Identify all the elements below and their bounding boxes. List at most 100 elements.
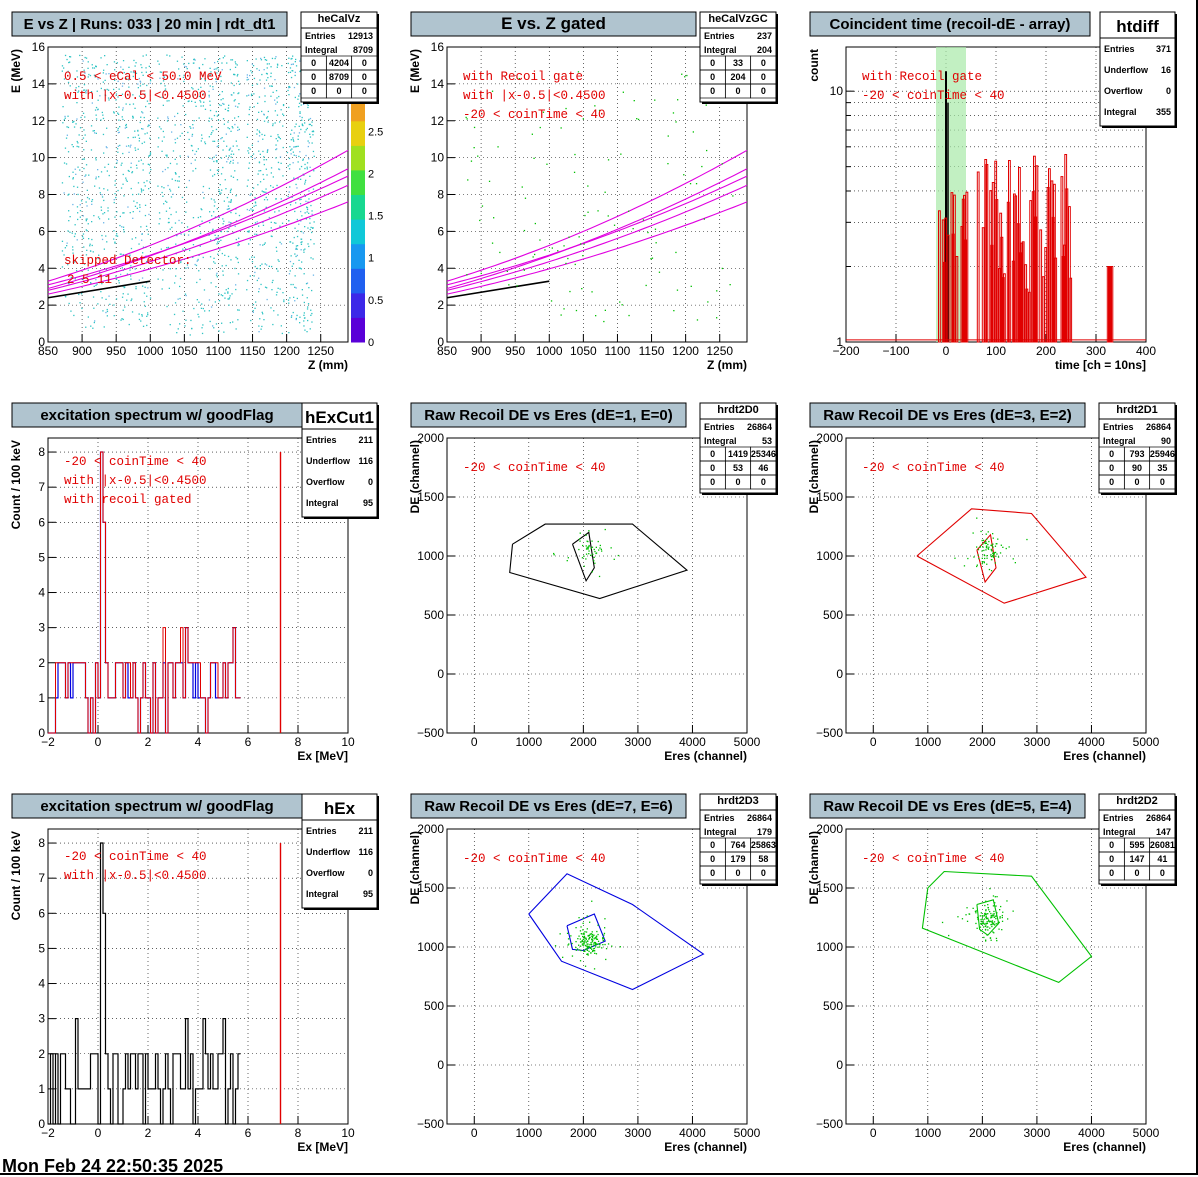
data-point	[481, 205, 484, 207]
heatmap-cell	[289, 86, 291, 88]
title-box	[410, 11, 697, 37]
heatmap-cell	[116, 235, 119, 237]
heatmap-cell	[283, 300, 285, 303]
data-point	[585, 534, 587, 536]
data-point	[587, 935, 589, 937]
heatmap-cell	[228, 155, 230, 157]
histogram-pad[interactable]: 0 1000 2000 3000 4000 5000 −500 0 500 1000 1500 200…	[399, 782, 798, 1173]
heatmap-cell	[227, 127, 229, 129]
histogram-pad[interactable]: 0 1000 2000 3000 4000 5000 −500 0 500 1000 1500 200…	[399, 391, 798, 782]
data-point	[586, 915, 588, 917]
heatmap-cell	[97, 99, 99, 101]
heatmap-cell	[62, 122, 64, 124]
histogram-bar	[1039, 229, 1043, 343]
heatmap-cell	[88, 73, 90, 76]
heatmap-cell	[311, 121, 313, 123]
heatmap-cell	[123, 229, 125, 231]
heatmap-cell	[258, 150, 260, 152]
histogram-pad[interactable]: 0 1000 2000 3000 4000 5000 −500 0 500 1000 1500 200…	[798, 391, 1197, 782]
heatmap-cell	[146, 180, 148, 182]
heatmap-cell	[230, 130, 232, 132]
heatmap-cell	[289, 163, 291, 166]
heatmap-cell	[192, 244, 195, 246]
histogram-pad[interactable]: −2 0 2 4 6 8 10 0 1 2 3 4 5 6 7 8 Ex [MeV] Count / 100 ke…	[0, 391, 399, 782]
heatmap-cell	[130, 144, 132, 146]
heatmap-cell	[106, 147, 108, 149]
data-point	[976, 517, 978, 519]
heatmap-cell	[203, 197, 205, 199]
heatmap-cell	[115, 275, 117, 277]
x-tick-label: 4000	[679, 735, 706, 749]
data-point	[588, 544, 590, 547]
heatmap-cell	[221, 137, 223, 139]
plot-content	[846, 47, 1146, 343]
heatmap-cell	[76, 140, 78, 143]
grid	[47, 46, 348, 343]
z-tick-label: 1	[368, 253, 374, 265]
heatmap-cell	[142, 189, 145, 191]
heatmap-cell	[301, 215, 303, 217]
y-tick-label: 1	[38, 691, 45, 705]
data-point	[588, 546, 590, 548]
heatmap-cell	[145, 54, 147, 56]
heatmap-cell	[126, 299, 128, 301]
histogram-pad[interactable]: −2 0 2 4 6 8 10 0 1 2 3 4 5 6 7 8 Ex [MeV] Count / 100 ke…	[0, 782, 399, 1173]
heatmap-cell	[132, 211, 134, 213]
heatmap-cell	[235, 256, 237, 258]
data-point	[607, 159, 610, 161]
heatmap-cell	[78, 134, 80, 136]
data-point	[566, 560, 568, 562]
heatmap-cell	[188, 179, 190, 182]
heatmap-cell	[311, 130, 313, 133]
palette-swatch	[351, 243, 365, 269]
z-tick-label: 2.5	[368, 126, 383, 138]
heatmap-cell	[287, 299, 290, 301]
heatmap-cell	[268, 216, 270, 219]
heatmap-cell	[259, 265, 261, 267]
heatmap-cell	[86, 230, 88, 232]
heatmap-cell	[102, 114, 104, 116]
heatmap-cell	[299, 151, 301, 153]
y-axis-label: Count / 100 keV	[9, 440, 23, 529]
data-point	[689, 183, 692, 185]
heatmap-cell	[90, 91, 93, 93]
histogram-pad[interactable]: 850 900 950 1000 1050 1100 1150 1200 1250 0 2 4 6 8 10…	[399, 0, 798, 391]
histogram-pad[interactable]: 0 1000 2000 3000 4000 5000 −500 0 500 1000 1500 200…	[798, 782, 1197, 1173]
heatmap-cell	[247, 179, 249, 181]
heatmap-cell	[303, 301, 305, 304]
heatmap-cell	[249, 148, 251, 150]
heatmap-cell	[276, 250, 278, 252]
heatmap-cell	[100, 206, 102, 208]
heatmap-cell	[209, 109, 212, 112]
heatmap-cell	[190, 319, 192, 322]
heatmap-cell	[254, 271, 256, 274]
heatmap-cell	[204, 80, 206, 82]
histogram-pad[interactable]: −200 −100 0 100 200 300 400 1 10 time [ch = 10ns]…	[798, 0, 1197, 391]
x-tick-label: 0	[870, 1126, 877, 1140]
heatmap-cell	[308, 198, 310, 200]
grid-value: 46	[758, 463, 768, 473]
heatmap-cell	[193, 307, 195, 310]
data-point	[611, 945, 613, 947]
heatmap-cell	[308, 245, 310, 248]
heatmap-cell	[121, 226, 123, 228]
grid-value: 0	[761, 868, 766, 878]
heatmap-cell	[236, 145, 238, 147]
grid-value: 0	[1109, 463, 1114, 473]
histogram-pad[interactable]: 850 900 950 1000 1050 1100 1150 1200 1250 0 2 4 6 8 10…	[0, 0, 399, 391]
heatmap-cell	[276, 114, 279, 116]
heatmap-cell	[76, 206, 79, 208]
heatmap-cell	[304, 329, 306, 331]
stats-name: hExCut1	[305, 408, 374, 427]
heatmap-cell	[266, 150, 269, 152]
heatmap-cell	[72, 261, 74, 263]
data-point	[981, 550, 983, 552]
heatmap-cell	[232, 153, 235, 155]
heatmap-cell	[121, 296, 124, 298]
heatmap-cell	[271, 289, 273, 291]
heatmap-cell	[264, 59, 266, 61]
data-point	[599, 944, 601, 946]
data-point	[655, 242, 657, 244]
heatmap-cell	[256, 133, 258, 135]
